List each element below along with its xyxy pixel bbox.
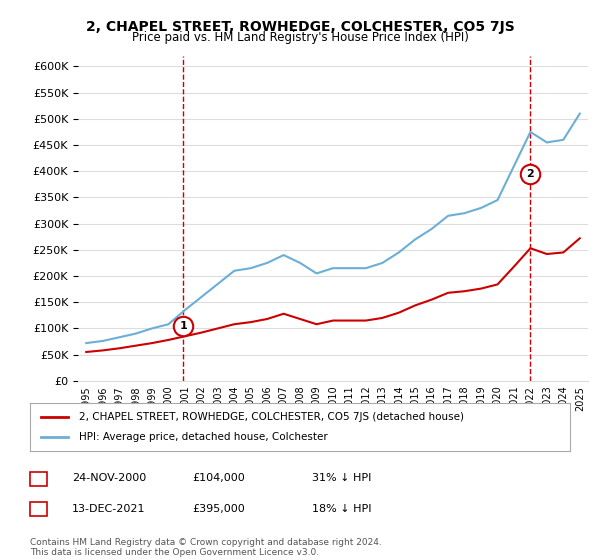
Text: 18% ↓ HPI: 18% ↓ HPI (312, 504, 371, 514)
Text: 1: 1 (179, 321, 187, 332)
Text: £104,000: £104,000 (192, 473, 245, 483)
Text: 31% ↓ HPI: 31% ↓ HPI (312, 473, 371, 483)
Text: £395,000: £395,000 (192, 504, 245, 514)
Text: Price paid vs. HM Land Registry's House Price Index (HPI): Price paid vs. HM Land Registry's House … (131, 31, 469, 44)
Text: HPI: Average price, detached house, Colchester: HPI: Average price, detached house, Colc… (79, 432, 328, 442)
Text: 13-DEC-2021: 13-DEC-2021 (72, 504, 146, 514)
Text: Contains HM Land Registry data © Crown copyright and database right 2024.
This d: Contains HM Land Registry data © Crown c… (30, 538, 382, 557)
Text: 2: 2 (526, 169, 533, 179)
Text: 2, CHAPEL STREET, ROWHEDGE, COLCHESTER, CO5 7JS: 2, CHAPEL STREET, ROWHEDGE, COLCHESTER, … (86, 20, 514, 34)
Text: 1: 1 (35, 473, 42, 483)
Text: 24-NOV-2000: 24-NOV-2000 (72, 473, 146, 483)
Text: 2: 2 (35, 504, 42, 514)
Text: 2, CHAPEL STREET, ROWHEDGE, COLCHESTER, CO5 7JS (detached house): 2, CHAPEL STREET, ROWHEDGE, COLCHESTER, … (79, 412, 464, 422)
